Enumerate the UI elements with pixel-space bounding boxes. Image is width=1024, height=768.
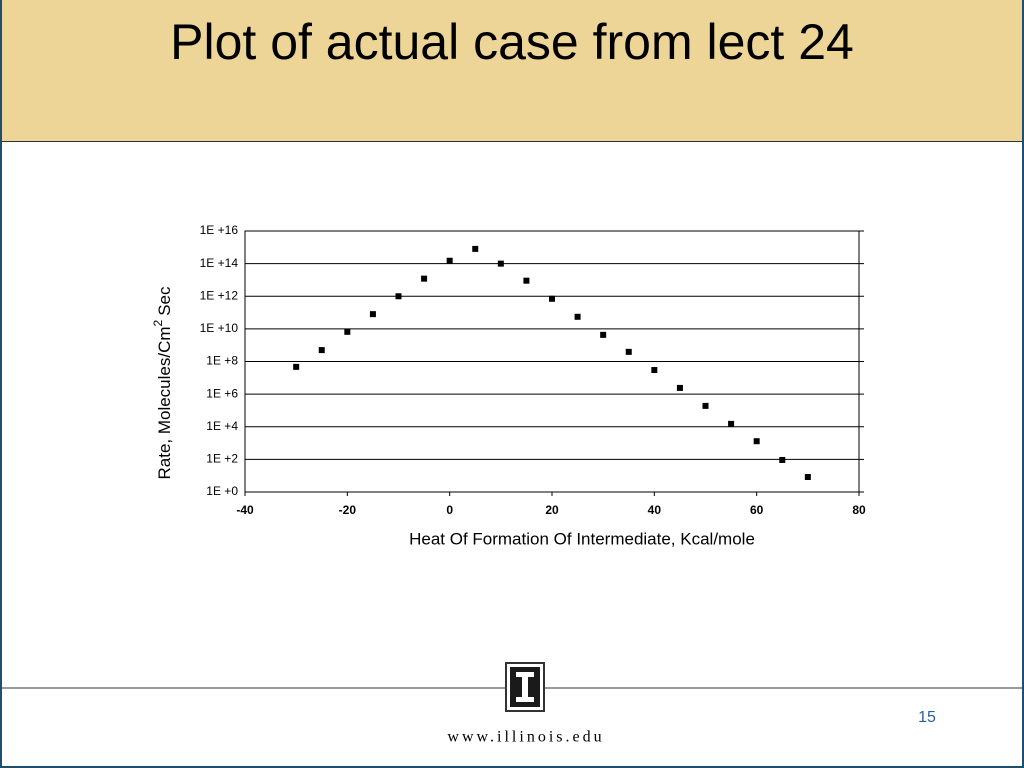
data-point [472,245,479,252]
y-tick-label: 1E +2 [206,452,238,466]
data-point [676,384,683,391]
data-point [446,257,453,264]
data-point [779,456,786,463]
y-tick-label: 1E +10 [200,321,239,335]
data-point [753,438,760,445]
data-point [523,277,530,284]
x-tick-label: 80 [852,503,866,517]
data-point [497,260,504,267]
footer-url: www.illinois.edu [447,729,604,746]
y-tick-label: 1E +16 [200,223,239,237]
y-tick-label: 1E +0 [206,484,238,498]
x-tick-label: 60 [750,503,764,517]
y-axis-label: Rate, Molecules/Cm2 Sec [151,286,174,480]
x-tick-label: 0 [446,503,453,517]
data-point [421,275,428,282]
data-point [702,402,709,409]
y-tick-label: 1E +14 [200,256,239,270]
header: Plot of actual case from lect 24 [2,0,1022,142]
data-point [600,331,607,338]
y-axis-label-suffix: Sec [155,286,174,316]
page-number: 15 [918,709,936,726]
y-axis-label-main: Rate, Molecules/Cm [155,326,174,479]
y-tick-label: 1E +4 [206,419,238,433]
data-point [625,348,632,355]
data-point [728,420,735,427]
x-tick-label: 40 [648,503,662,517]
data-point [369,311,376,318]
data-point [651,367,658,374]
data-point [549,295,555,302]
slide-title: Plot of actual case from lect 24 [170,14,854,70]
data-point [318,347,325,354]
data-point [293,363,300,370]
data-point [395,293,402,300]
x-tick-label: -20 [339,503,357,517]
data-point [344,328,351,335]
data-point [574,313,581,320]
y-tick-label: 1E +8 [206,354,238,368]
y-tick-label: 1E +6 [206,386,238,400]
x-axis-label: Heat Of Formation Of Intermediate, Kcal/… [409,529,755,548]
data-point [804,474,811,481]
y-tick-label: 1E +12 [200,288,239,302]
logo [505,662,545,712]
y-axis-label-superscript: 2 [151,319,165,326]
x-tick-label: 20 [545,503,559,517]
x-tick-label: -40 [236,503,254,517]
